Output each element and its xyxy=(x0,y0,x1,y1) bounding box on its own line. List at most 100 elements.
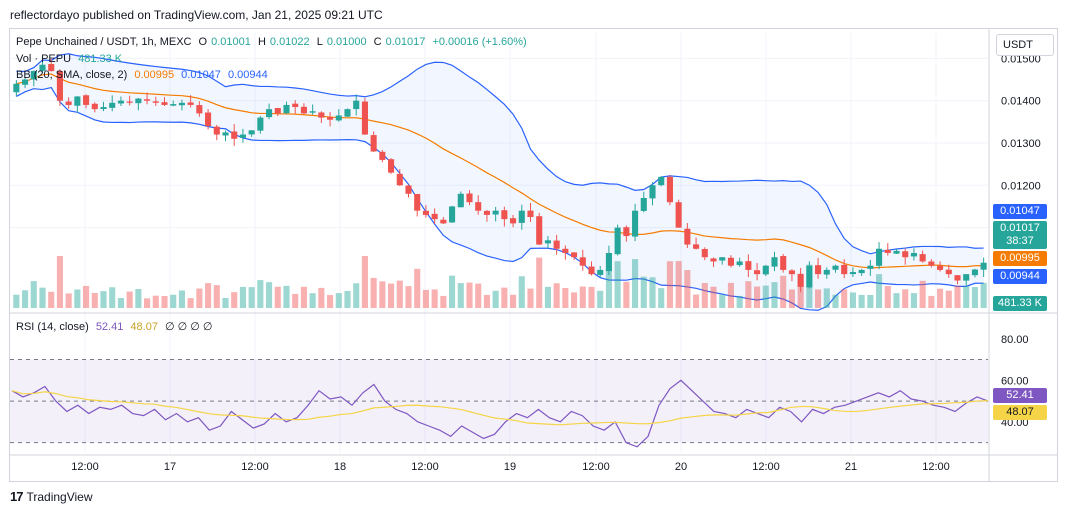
candle-body xyxy=(370,135,377,152)
high-value: 0.01022 xyxy=(269,36,310,48)
bb-legend: BB (20, SMA, close, 2) 0.00995 0.01047 0… xyxy=(16,69,272,81)
volume-bar xyxy=(518,276,525,308)
time-tick-label: 12:00 xyxy=(752,461,780,473)
candle-body xyxy=(605,253,612,272)
volume-bar xyxy=(588,286,595,308)
volume-bar xyxy=(379,281,386,308)
candle-body xyxy=(841,264,848,275)
candle-body xyxy=(205,112,212,127)
candle-body xyxy=(39,64,46,71)
candle-body xyxy=(109,102,116,108)
candle-body xyxy=(710,258,717,262)
candle-body xyxy=(257,117,264,131)
candle-body xyxy=(100,107,107,110)
time-tick-label: 12:00 xyxy=(582,461,610,473)
volume-legend: Vol · PEPU 481.33 K xyxy=(16,53,126,65)
volume-bar xyxy=(501,287,508,308)
volume-bar xyxy=(56,256,63,308)
candle-body xyxy=(797,273,804,287)
volume-bar xyxy=(945,290,952,308)
volume-bar xyxy=(675,261,682,308)
candle-body xyxy=(919,254,926,262)
candle-body xyxy=(518,210,525,223)
candle-body xyxy=(658,176,665,186)
candle-body xyxy=(553,240,560,249)
volume-bar xyxy=(30,281,37,308)
candle-body xyxy=(701,249,708,258)
candle-body xyxy=(832,265,839,270)
chart-frame xyxy=(9,28,1058,482)
volume-bar xyxy=(780,275,787,308)
volume-bar xyxy=(100,291,107,308)
candles xyxy=(13,59,987,293)
time-tick-label: 12:00 xyxy=(411,461,439,473)
volume-bar xyxy=(963,285,970,308)
rsi-ma-line xyxy=(11,390,989,426)
volume-bar xyxy=(257,280,264,308)
candle-body xyxy=(170,104,177,106)
volume-bar xyxy=(335,293,342,308)
candle-body xyxy=(231,131,238,139)
candle-body xyxy=(466,193,473,203)
volume-bar xyxy=(196,288,203,308)
low-label: L xyxy=(316,36,323,48)
candle-body xyxy=(13,83,20,93)
candle-body xyxy=(849,272,856,275)
candle-body xyxy=(187,102,194,105)
candle-body xyxy=(161,102,168,105)
volume-bar xyxy=(39,287,46,308)
axes: 0.015000.014000.013000.012000.0110012:00… xyxy=(10,29,1057,481)
close-value: 0.01017 xyxy=(385,36,426,48)
bb-upper-tag: 0.01047 xyxy=(993,204,1047,219)
volume-bar xyxy=(649,277,656,308)
volume-bar xyxy=(266,282,273,308)
candle-body xyxy=(693,244,700,249)
volume-bar xyxy=(719,294,726,308)
volume-bar xyxy=(727,282,734,308)
footer-brand[interactable]: 17 TradingView xyxy=(10,489,93,504)
volume-bar xyxy=(344,290,351,308)
currency-selector[interactable]: USDT xyxy=(996,34,1054,56)
candle-body xyxy=(335,115,342,121)
bb-upper-line xyxy=(16,53,984,255)
candle-body xyxy=(823,269,830,275)
volume-bar xyxy=(605,269,612,308)
volume-bar xyxy=(579,286,586,308)
volume-bar xyxy=(902,289,909,308)
candle-body xyxy=(379,151,386,160)
volume-bar xyxy=(300,286,307,308)
candle-body xyxy=(65,101,72,105)
candle-body xyxy=(492,210,499,215)
volume-bar xyxy=(867,294,874,308)
volume-bar xyxy=(414,268,421,308)
volume-bar xyxy=(858,294,865,308)
rsi-tick-label: 60.00 xyxy=(1001,375,1029,387)
volume-bar xyxy=(178,290,185,308)
volume-tag: 481.33 K xyxy=(993,296,1047,311)
volume-bar xyxy=(701,282,708,308)
candle-body xyxy=(396,173,403,186)
rsi-value: 52.41 xyxy=(95,321,124,333)
symbol-title[interactable]: Pepe Unchained / USDT, 1h, MEXC xyxy=(16,36,192,48)
volume-bar xyxy=(980,282,987,308)
candle-body xyxy=(893,250,900,254)
price-tick-label: 0.01200 xyxy=(1001,180,1041,192)
candle-body xyxy=(475,202,482,211)
bb-basis-value: 0.00995 xyxy=(134,69,175,81)
candle-body xyxy=(815,265,822,275)
candle-body xyxy=(571,252,578,258)
candle-body xyxy=(91,103,98,110)
price-tick-label: 0.01400 xyxy=(1001,96,1041,108)
volume-bar xyxy=(213,285,220,308)
candle-body xyxy=(510,218,517,224)
rsi-label[interactable]: RSI (14, close) xyxy=(16,321,89,333)
candle-body xyxy=(309,111,316,113)
volume-label[interactable]: Vol · PEPU xyxy=(16,53,72,65)
close-label: C xyxy=(373,36,382,48)
volume-bar xyxy=(475,283,482,308)
bb-label[interactable]: BB (20, SMA, close, 2) xyxy=(16,69,128,81)
candle-body xyxy=(405,185,412,194)
time-tick-label: 12:00 xyxy=(71,461,99,473)
volume-bar xyxy=(74,289,81,308)
